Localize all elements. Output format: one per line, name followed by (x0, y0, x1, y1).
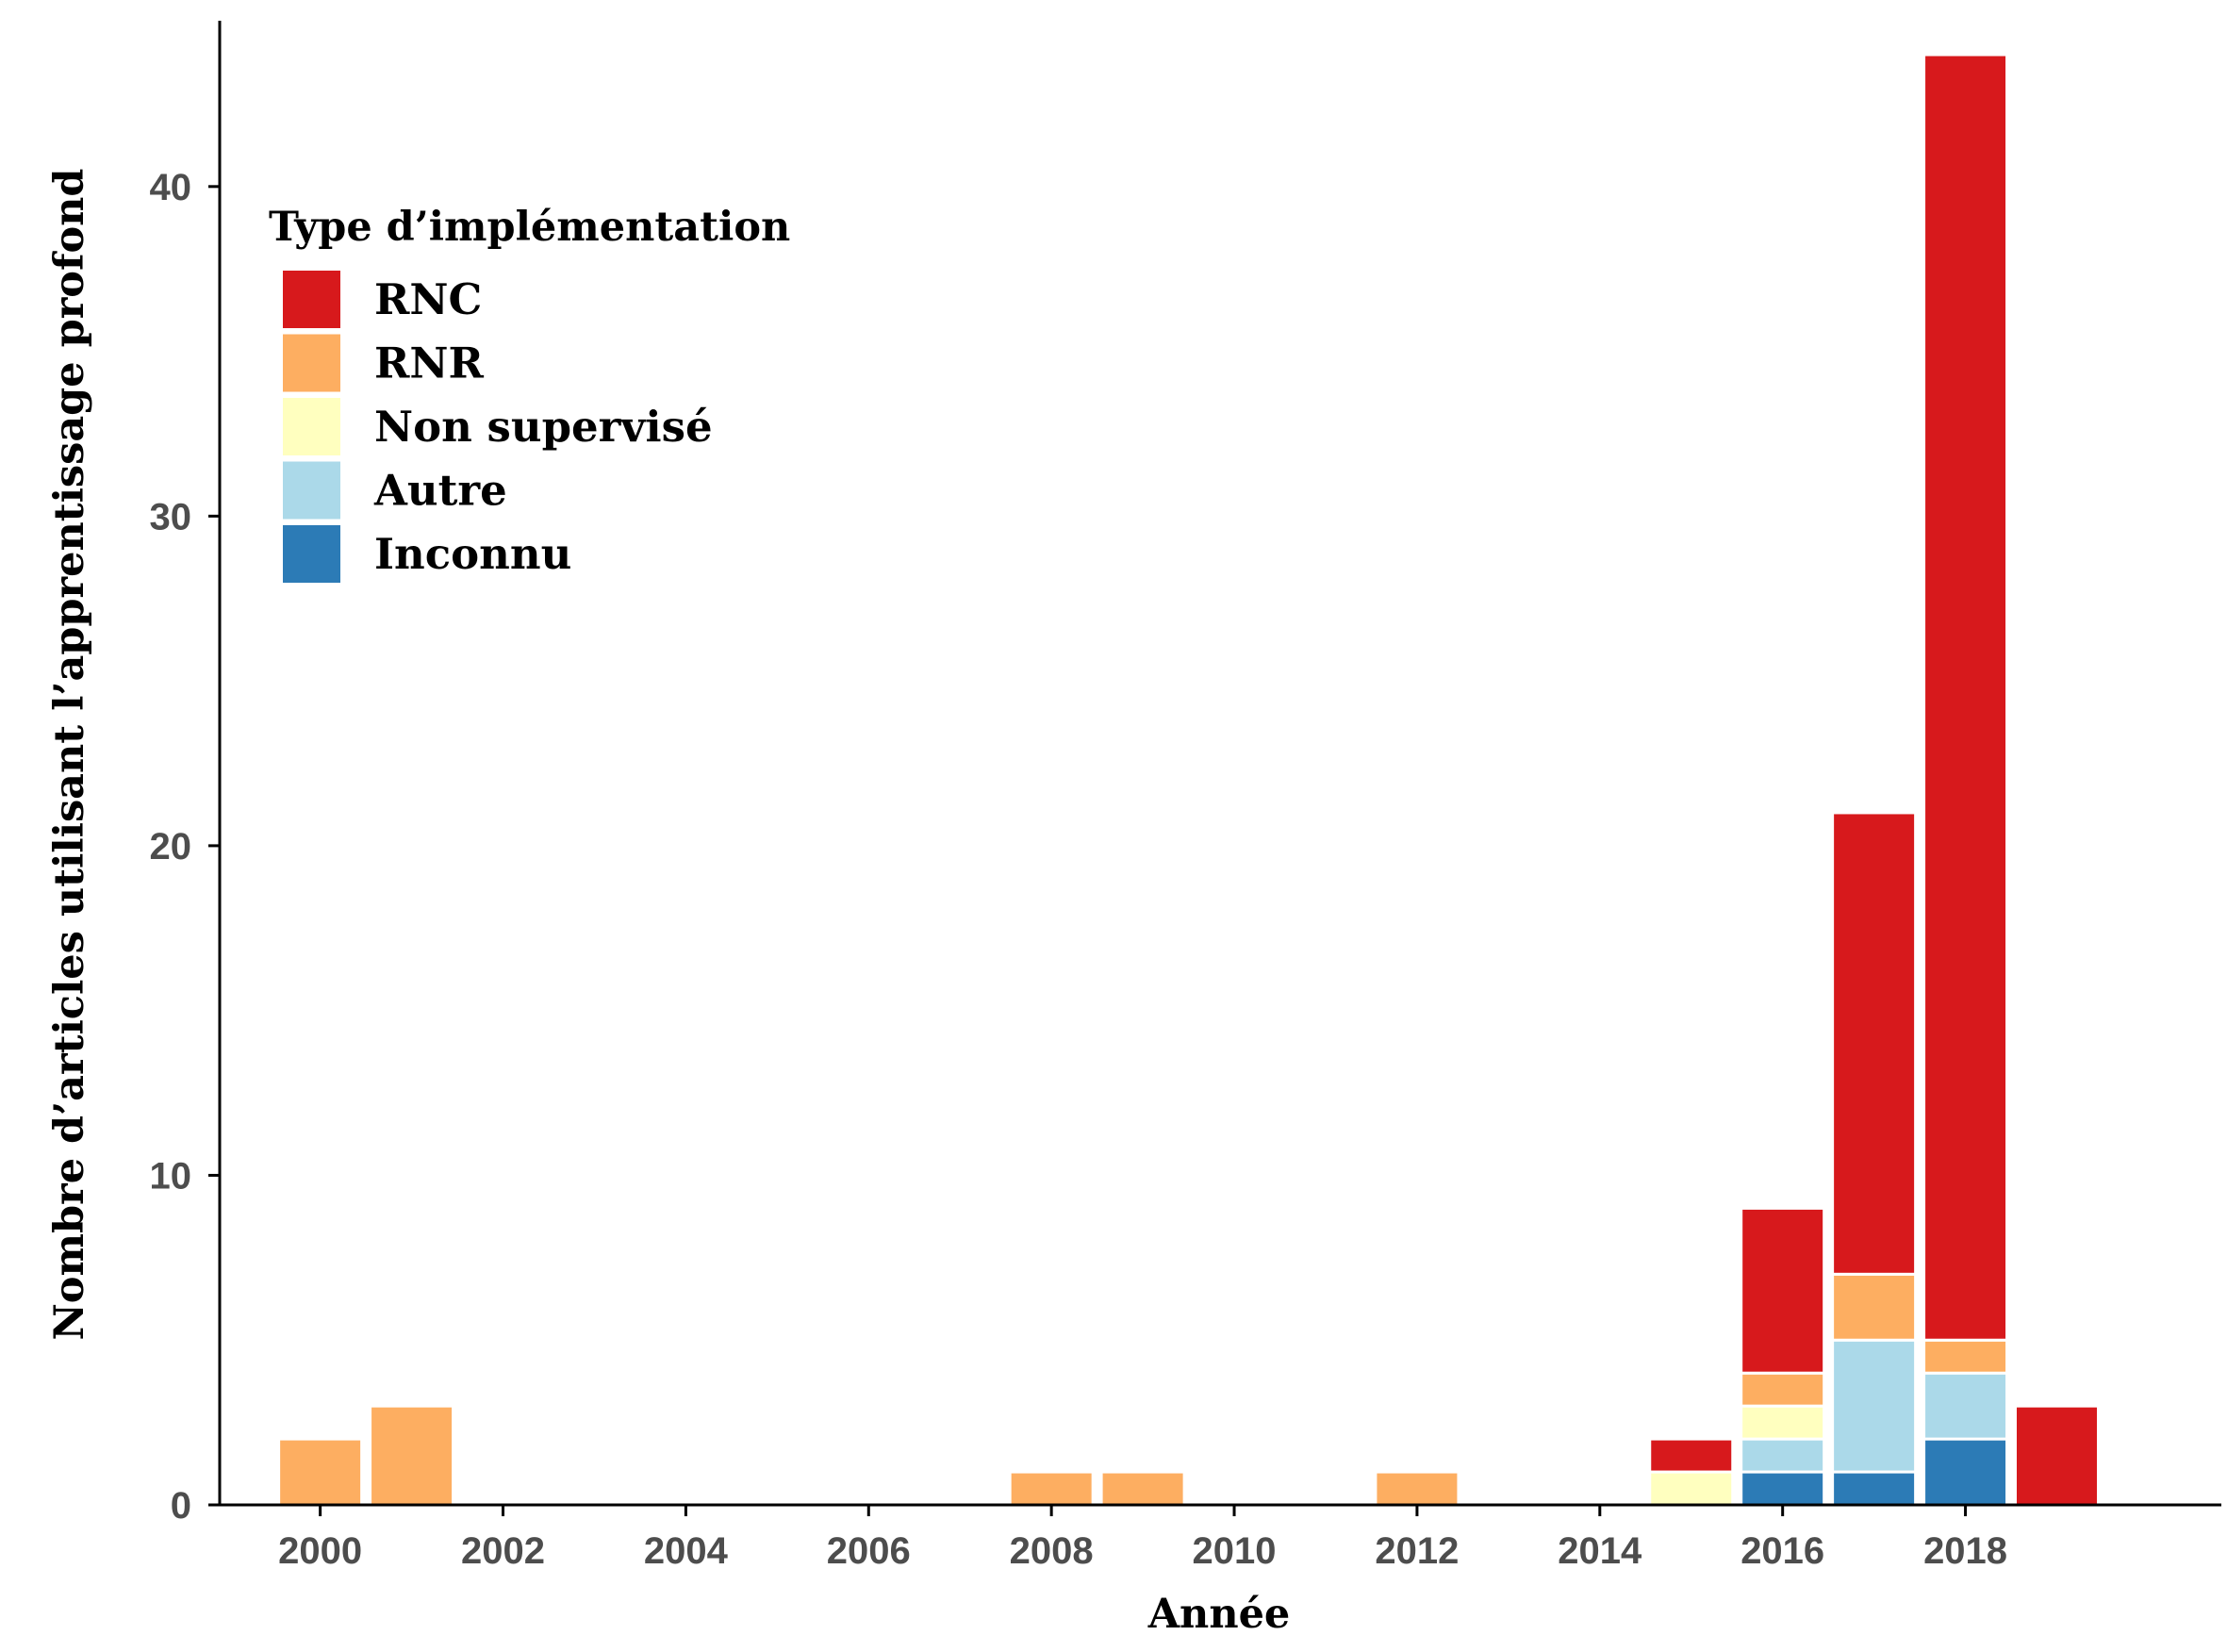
bar-segment (277, 1437, 364, 1507)
x-axis-title: Année (1147, 1591, 1291, 1638)
x-tick-label: 2012 (1375, 1530, 1459, 1572)
legend-swatch (283, 334, 340, 392)
bar-segment (2014, 1404, 2101, 1507)
x-tick-label: 2000 (278, 1530, 362, 1572)
x-axis-ticks: 2000 2002 2004 2006 2008 2010 2012 2014 2016 2018 (278, 1505, 2007, 1572)
bar-segment (1740, 1371, 1826, 1408)
y-axis-ticks: 0 10 20 30 40 (150, 167, 220, 1527)
bar-segment (1922, 53, 2009, 1342)
bar-segment (1831, 811, 1918, 1276)
y-tick-label: 40 (150, 167, 192, 208)
bar-segment (369, 1404, 455, 1507)
legend-title: Type d’implémentation (269, 204, 790, 251)
legend-label: RNR (374, 339, 485, 388)
legend-swatch (283, 271, 340, 328)
bar-segment (1740, 1470, 1826, 1507)
y-tick-label: 20 (150, 826, 192, 867)
bar-segment (1648, 1470, 1735, 1507)
legend-label: RNC (374, 274, 482, 324)
legend-swatch (283, 398, 340, 455)
bar-segment (1922, 1437, 2009, 1507)
x-tick-label: 2016 (1740, 1530, 1824, 1572)
x-tick-label: 2014 (1558, 1530, 1642, 1572)
y-tick-label: 10 (150, 1155, 192, 1197)
bar-segment (1831, 1338, 1918, 1474)
legend-label: Autre (373, 466, 507, 516)
legend-swatch (283, 525, 340, 583)
legend-label: Inconnu (374, 529, 571, 579)
x-tick-label: 2004 (644, 1530, 729, 1572)
bar-segment (1740, 1206, 1826, 1375)
x-tick-label: 2002 (461, 1530, 545, 1572)
bars-group (277, 53, 2101, 1507)
bar-segment (1648, 1437, 1735, 1474)
bar-segment (1922, 1338, 2009, 1375)
bar-segment (1008, 1470, 1095, 1507)
bar-segment (1374, 1470, 1460, 1507)
legend: Type d’implémentation RNC RNR Non supervis… (269, 204, 790, 583)
legend-items: RNC RNR Non supervisé Autre Inconnu (283, 271, 713, 583)
x-tick-label: 2018 (1923, 1530, 2007, 1572)
bar-segment (1831, 1272, 1918, 1342)
bar-segment (1922, 1371, 2009, 1441)
bar-segment (1831, 1470, 1918, 1507)
x-tick-label: 2010 (1193, 1530, 1277, 1572)
x-tick-label: 2006 (827, 1530, 911, 1572)
legend-swatch (283, 461, 340, 520)
y-tick-label: 30 (150, 496, 192, 537)
y-tick-label: 0 (171, 1485, 191, 1527)
legend-label: Non supervisé (374, 402, 713, 452)
x-tick-label: 2008 (1010, 1530, 1094, 1572)
bar-segment (1099, 1470, 1186, 1507)
bar-segment (1740, 1404, 1826, 1441)
bar-segment (1740, 1437, 1826, 1474)
y-axis-title: Nombre d’articles utilisant l’apprentiss… (46, 169, 93, 1341)
